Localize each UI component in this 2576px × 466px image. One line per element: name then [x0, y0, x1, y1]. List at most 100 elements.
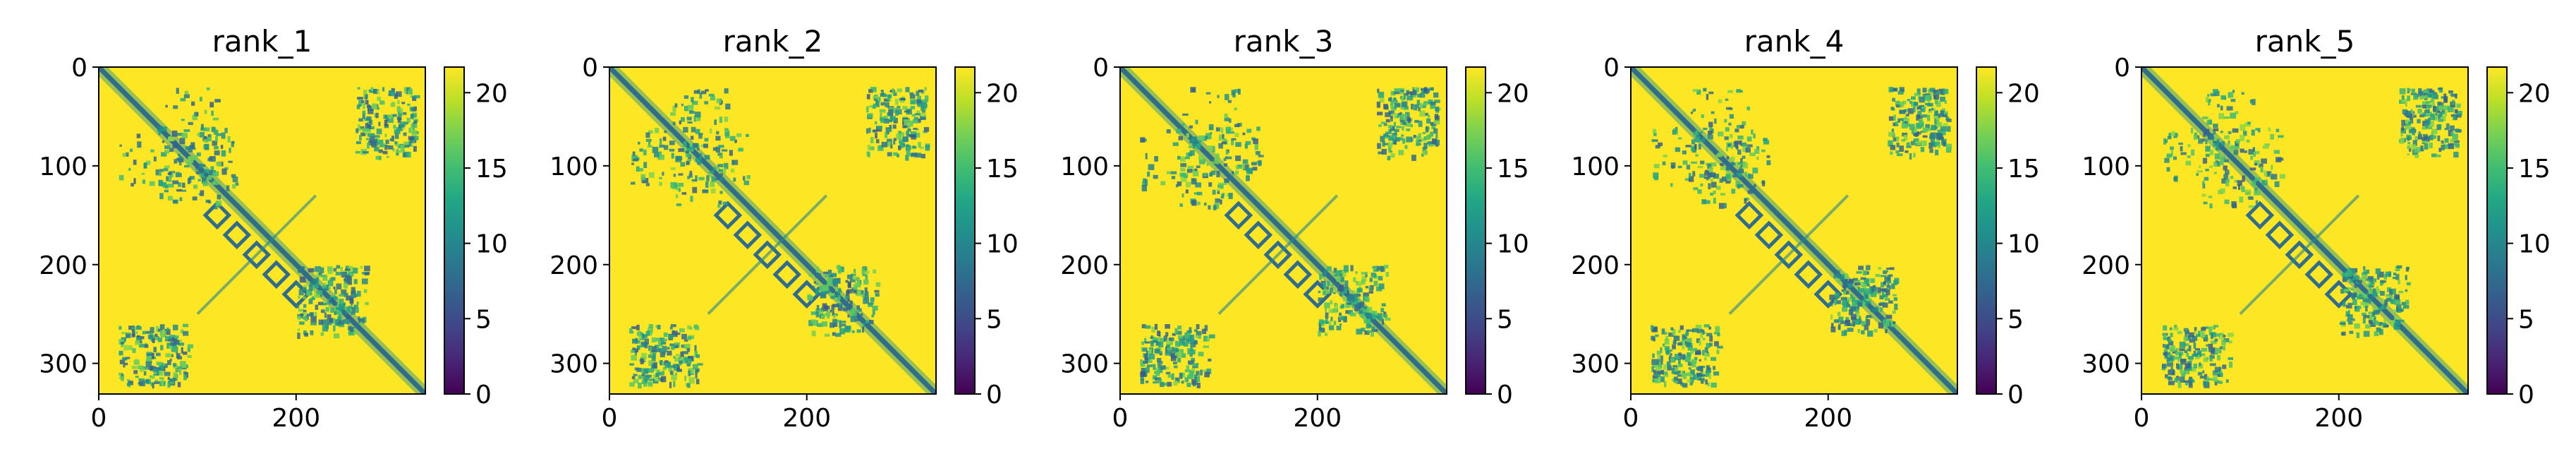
contact-cell	[2216, 104, 2220, 108]
contact-cell	[832, 273, 837, 276]
contact-cell	[1833, 299, 1837, 306]
contact-cell	[188, 177, 192, 184]
contact-cell	[1146, 364, 1153, 368]
contact-cell	[401, 102, 406, 104]
contact-cell	[303, 317, 308, 321]
contact-cell	[1660, 376, 1665, 383]
contact-cell	[1653, 172, 1659, 179]
contact-cell	[2174, 378, 2179, 383]
contact-cell	[408, 142, 413, 148]
contact-cell	[1872, 285, 1876, 287]
contact-cell	[1861, 301, 1866, 308]
contact-cell	[359, 322, 363, 325]
contact-cell	[887, 152, 892, 157]
contact-cell	[919, 115, 926, 120]
contact-cell	[1405, 112, 1410, 117]
contact-cell	[923, 126, 930, 132]
contact-cell	[1850, 306, 1857, 312]
contact-cell	[1913, 138, 1919, 143]
contact-cell	[1188, 145, 1193, 148]
contact-cell	[881, 141, 888, 148]
contact-cell	[299, 276, 306, 283]
contact-cell	[1190, 87, 1196, 93]
contact-cell	[346, 295, 351, 301]
contact-cell	[2390, 320, 2396, 325]
contact-cell	[176, 172, 180, 177]
colorbar-frame	[954, 66, 976, 395]
contact-cell	[645, 330, 650, 336]
contact-cell	[1870, 309, 1876, 312]
contact-cell	[1186, 153, 1190, 157]
contact-cell	[178, 161, 182, 166]
contact-cell	[690, 136, 694, 140]
contact-cell	[2343, 275, 2349, 280]
contact-cell	[1936, 101, 1941, 107]
contact-cell	[648, 172, 655, 178]
contact-cell	[730, 168, 735, 173]
contact-cell	[717, 153, 723, 156]
contact-cell	[128, 345, 133, 350]
contact-cell	[152, 383, 154, 389]
contact-cell	[172, 376, 176, 380]
contact-cell	[1401, 95, 1404, 102]
contact-cell	[716, 131, 719, 135]
contact-cell	[207, 134, 212, 138]
contact-cell	[1418, 133, 1421, 139]
contact-cell	[1406, 90, 1410, 92]
contact-cell	[2430, 114, 2435, 121]
contact-cell	[2185, 160, 2192, 166]
contact-cell	[1156, 358, 1162, 362]
contact-cell	[1691, 161, 1697, 164]
contact-cell	[125, 357, 130, 359]
contact-cell	[1730, 145, 1734, 150]
contact-cell	[167, 196, 173, 201]
contact-cell	[1655, 334, 1659, 337]
contact-cell	[1142, 368, 1146, 371]
contact-cell	[743, 180, 750, 186]
contact-cell	[897, 105, 901, 109]
contact-cell	[1892, 294, 1897, 297]
contact-cell	[2392, 288, 2396, 295]
contact-cell	[1682, 340, 1685, 345]
contact-cell	[870, 86, 877, 90]
contact-cell	[164, 150, 170, 154]
contact-cell	[1147, 357, 1151, 363]
contact-cell	[309, 312, 314, 317]
contact-cell	[1708, 167, 1713, 173]
contact-cell	[1726, 179, 1732, 181]
contact-cell	[119, 372, 121, 376]
contact-cell	[1693, 187, 1699, 191]
contact-cell	[1155, 370, 1160, 376]
contact-cell	[146, 355, 152, 361]
contact-cell	[913, 127, 918, 131]
contact-cell	[356, 104, 360, 109]
contact-cell	[1379, 98, 1385, 103]
contact-cell	[2426, 88, 2433, 93]
contact-cell	[123, 345, 128, 351]
contact-cell	[846, 274, 853, 280]
y-tick-label: 300	[1571, 350, 1620, 379]
contact-cell	[315, 265, 321, 272]
contact-cell	[1140, 371, 1146, 378]
contact-cell	[303, 287, 307, 292]
contact-cell	[671, 153, 674, 159]
contact-cell	[187, 344, 193, 349]
colorbar-tick-label: 15	[2007, 155, 2040, 184]
contact-cell	[869, 146, 875, 150]
contact-cell	[2345, 311, 2350, 316]
contact-cell	[1361, 312, 1364, 319]
contact-cell	[1867, 283, 1870, 287]
contact-cell	[862, 323, 865, 329]
contact-cell	[2370, 282, 2375, 285]
contact-cell	[2401, 95, 2405, 100]
contact-cell	[213, 180, 219, 186]
contact-cell	[2206, 344, 2210, 347]
contact-cell	[650, 350, 657, 356]
colorbar-tick-label: 15	[986, 155, 1019, 184]
contact-cell	[648, 141, 651, 146]
contact-cell	[862, 266, 868, 271]
contact-cell	[2223, 116, 2230, 119]
contact-cell	[2241, 92, 2244, 95]
contact-cell	[724, 162, 729, 169]
